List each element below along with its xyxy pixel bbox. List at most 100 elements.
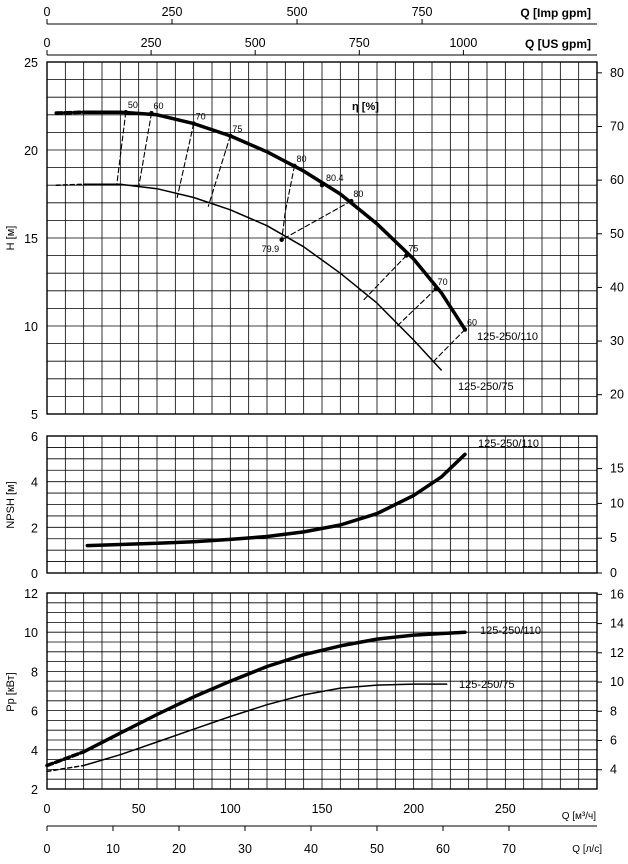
top-imp-tick-label: 500 — [287, 5, 308, 19]
power-left-tick: 10 — [24, 626, 38, 640]
bottom-ls-tick-label: 60 — [436, 842, 450, 856]
efficiency-point — [404, 253, 409, 258]
head-right-tick: 60 — [610, 173, 624, 187]
head-left-tick: 15 — [24, 232, 38, 246]
head-right-tick: 70 — [610, 119, 624, 133]
power-left-tick: 4 — [31, 744, 38, 758]
efficiency-point — [319, 183, 325, 188]
top-us-tick-label: 500 — [245, 36, 266, 50]
power-right-tick: 14 — [610, 617, 624, 631]
efficiency-line — [281, 200, 352, 241]
power-left-tick: 2 — [31, 783, 38, 797]
head-curve-75 — [82, 183, 442, 371]
head-left-tick: 25 — [24, 56, 38, 70]
npsh-right-tick: 5 — [610, 531, 617, 545]
top-axis-imp-label: Q [Imp gpm] — [520, 6, 591, 20]
bottom-m3h-tick-label: 150 — [312, 802, 333, 816]
power-right-tick: 6 — [610, 734, 617, 748]
efficiency-point — [149, 110, 154, 116]
power-label-110: 125-250/110 — [480, 625, 541, 637]
head-curve-110-start — [54, 110, 86, 115]
top-imp-tick-label: 750 — [412, 5, 433, 19]
curves-layer — [45, 110, 467, 773]
efficiency-point — [462, 327, 468, 332]
bottom-axis-ls-label: Q [л/с] — [572, 844, 602, 855]
power-left-tick: 8 — [31, 665, 38, 679]
head-right-tick: 30 — [610, 334, 624, 348]
npsh-right-tick: 15 — [610, 462, 624, 476]
efficiency-point — [279, 237, 284, 242]
head-right-tick: 40 — [610, 280, 624, 294]
bottom-ls-tick-label: 10 — [106, 842, 120, 856]
bottom-m3h-tick-label: 200 — [403, 802, 424, 816]
npsh-left-tick: 4 — [31, 476, 38, 490]
efficiency-line — [431, 328, 466, 364]
efficiency-label: 50 — [128, 100, 138, 110]
head-frame — [46, 61, 598, 415]
bottom-ls-tick-label: 50 — [370, 842, 384, 856]
efficiency-point — [228, 133, 233, 139]
efficiency-label: 79.9 — [262, 244, 280, 254]
top-imp-tick-label: 0 — [44, 5, 51, 19]
efficiency-point — [292, 163, 297, 169]
bottom-m3h-tick-label: 50 — [132, 802, 146, 816]
power-curve-110 — [81, 630, 467, 754]
npsh-left-tick: 0 — [31, 567, 38, 581]
power-left-tick: 12 — [24, 587, 38, 601]
head-left-tick: 5 — [31, 408, 38, 422]
bottom-ls-tick-label: 40 — [304, 842, 318, 856]
efficiency-line — [281, 165, 296, 241]
power-label-75: 125-250/75 — [459, 679, 515, 691]
bottom-ls-tick-label: 0 — [44, 842, 51, 856]
npsh-left-tick: 6 — [31, 430, 38, 444]
top-imp-tick-label: 250 — [162, 5, 183, 19]
power-right-tick: 12 — [610, 646, 624, 660]
power-frame — [46, 592, 598, 790]
bottom-ls-tick-label: 70 — [502, 842, 516, 856]
efficiency-line — [207, 135, 231, 207]
npsh-right-tick: 10 — [610, 496, 624, 510]
power-curve-75 — [82, 683, 448, 767]
npsh-label-110: 125-250/110 — [478, 438, 539, 450]
head-curve-110 — [81, 110, 467, 332]
power-curve-110-start — [45, 750, 86, 768]
top-us-tick-label: 0 — [44, 36, 51, 50]
power-right-tick: 8 — [610, 704, 617, 718]
efficiency-line — [361, 255, 407, 302]
efficiency-point — [123, 109, 129, 115]
npsh-right-tick: 0 — [610, 566, 617, 580]
top-us-tick-label: 1000 — [449, 36, 477, 50]
power-left-tick: 6 — [31, 705, 38, 719]
head-curve-75-start — [55, 183, 85, 186]
efficiency-label: 70 — [196, 112, 206, 122]
text-layer: 0 250 500 750 Q [Imp gpm]0 250 500 750 1000 Q [US… — [5, 5, 624, 856]
head-right-tick: 20 — [610, 388, 624, 402]
head-ylabel: H [м] — [5, 226, 17, 251]
head-left-tick: 10 — [24, 320, 38, 334]
npsh-curve-110 — [85, 452, 467, 548]
eta-label: η [%] — [352, 101, 379, 113]
efficiency-label: 80 — [297, 154, 307, 164]
top-axis-us-label: Q [US gpm] — [525, 37, 591, 51]
head-left-tick: 20 — [24, 144, 38, 158]
efficiency-point — [433, 286, 438, 292]
bottom-m3h-tick-label: 100 — [220, 802, 241, 816]
npsh-left-tick: 2 — [31, 521, 38, 535]
efficiency-label: 75 — [232, 124, 242, 134]
power-right-tick: 16 — [610, 587, 624, 601]
efficiency-point — [349, 198, 354, 204]
bottom-m3h-tick-label: 250 — [495, 802, 516, 816]
head-label-110: 125-250/110 — [477, 331, 538, 343]
efficiency-label: 70 — [438, 277, 448, 287]
efficiency-label: 80 — [353, 189, 363, 199]
grid-layer — [46, 61, 598, 790]
efficiency-label: 75 — [408, 244, 418, 254]
power-ylabel: Pp [кВт] — [5, 672, 17, 711]
bottom-ls-tick-label: 20 — [172, 842, 186, 856]
efficiency-line — [116, 111, 127, 186]
bottom-axis-m3h-label: Q [м³/ч] — [562, 811, 597, 822]
head-right-tick: 80 — [610, 66, 624, 80]
bottom-ls-tick-label: 30 — [238, 842, 252, 856]
